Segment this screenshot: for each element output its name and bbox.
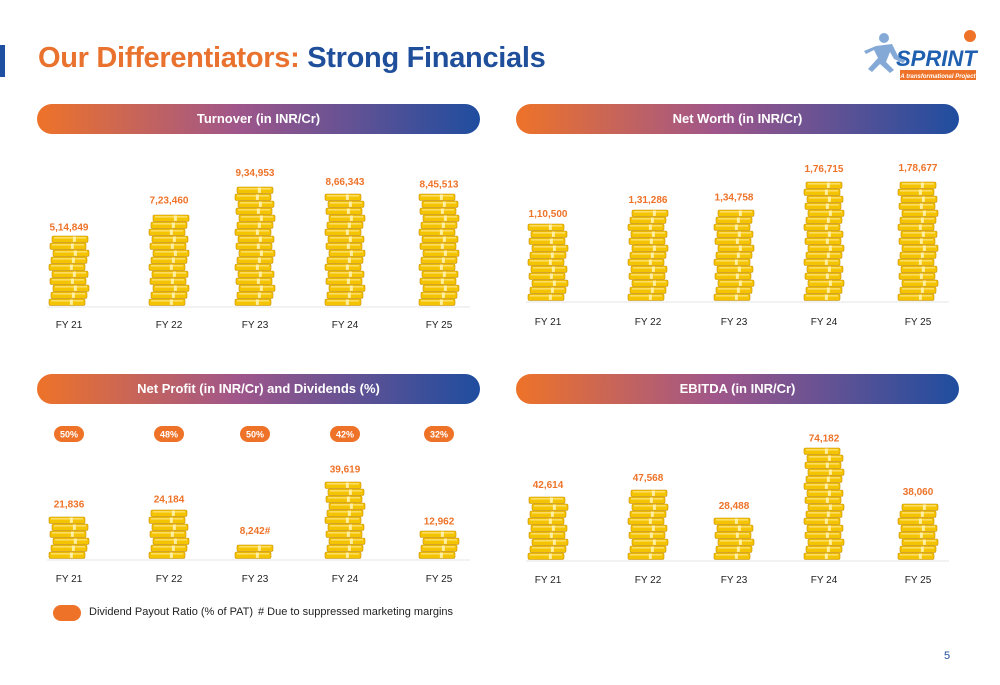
data-label: 1,31,286 [629, 195, 668, 206]
dividend-payout-badge: 50% [240, 426, 270, 442]
tick-label: FY 21 [56, 320, 83, 331]
bar-fy24 [803, 181, 845, 301]
page-title: Our Differentiators: Strong Financials [38, 42, 546, 75]
tick-label: FY 22 [156, 574, 183, 585]
dividend-payout-label: 50% [60, 430, 78, 440]
bar-fy23 [234, 186, 276, 306]
data-label: 38,060 [903, 487, 934, 498]
bar-fy24 [324, 481, 366, 559]
bar-fy21 [527, 496, 569, 560]
tick-label: FY 25 [426, 320, 453, 331]
panel-header-ebitda: EBITDA (in INR/Cr) [516, 374, 959, 404]
bar-fy21 [527, 223, 569, 301]
bar-fy22 [148, 509, 190, 559]
page-title-part1: Our Differentiators: [38, 42, 300, 74]
tick-label: FY 22 [635, 317, 662, 328]
tick-label: FY 23 [721, 317, 748, 328]
bar-fy21 [48, 235, 90, 306]
bar-fy25 [418, 193, 460, 306]
tick-label: FY 22 [635, 575, 662, 586]
chart-net-worth: 1,10,500 FY 21 1,31,286 FY 22 1,34,758 FY 23 1… [526, 163, 949, 328]
dividend-payout-label: 32% [430, 430, 448, 440]
dividend-payout-legend-swatch [53, 605, 81, 621]
data-label: 24,184 [154, 495, 185, 506]
tick-label: FY 25 [905, 575, 932, 586]
tick-label: FY 25 [426, 574, 453, 585]
tick-label: FY 23 [242, 320, 269, 331]
logo-brand: SPRINT [896, 46, 978, 71]
chart-ebitda: 42,614 FY 21 47,568 FY 22 28,488 FY 23 74,182 F… [526, 434, 949, 586]
dividend-payout-label: 50% [246, 430, 264, 440]
tick-label: FY 24 [811, 575, 838, 586]
bar-fy22 [627, 489, 669, 560]
bar-fy24 [803, 447, 845, 560]
dividend-payout-badge: 42% [330, 426, 360, 442]
data-label: 28,488 [719, 501, 750, 512]
bar-fy25 [897, 181, 939, 301]
indianoil-emblem-icon [964, 30, 976, 42]
data-label: 8,242# [240, 526, 271, 537]
panel-ebitda: EBITDA (in INR/Cr) 42,614 FY 21 47,568 FY 2… [516, 374, 959, 594]
bar-fy25 [418, 530, 460, 559]
data-label: 47,568 [633, 473, 664, 484]
tick-label: FY 25 [905, 317, 932, 328]
panel-header-net-worth: Net Worth (in INR/Cr) [516, 104, 959, 134]
data-label: 21,836 [54, 499, 85, 510]
data-label: 1,76,715 [805, 164, 844, 175]
bar-fy25 [897, 503, 939, 560]
data-label: 7,23,460 [150, 195, 189, 206]
page-title-part2: Strong Financials [307, 42, 546, 74]
tick-label: FY 24 [332, 320, 359, 331]
tick-label: FY 21 [535, 317, 562, 328]
tick-label: FY 24 [332, 574, 359, 585]
chart-turnover: 5,14,849 FY 21 7,23,460 FY 22 9,34,953 FY 23 8… [47, 168, 470, 331]
logo-tagline: A transformational Project [899, 74, 976, 80]
bar-fy22 [148, 214, 190, 306]
bar-fy23 [234, 544, 274, 559]
title-accent-bar [0, 45, 5, 77]
data-label: 74,182 [809, 434, 840, 445]
footnote: # Due to suppressed marketing margins [258, 606, 454, 618]
data-label: 42,614 [533, 480, 564, 491]
dividend-payout-badge: 48% [154, 426, 184, 442]
data-label: 1,10,500 [529, 209, 568, 220]
sprint-logo: SPRINT A transformational Project [864, 30, 978, 80]
tick-label: FY 21 [56, 574, 83, 585]
dividend-payout-badge: 50% [54, 426, 84, 442]
dividend-payout-label: 48% [160, 430, 178, 440]
tick-label: FY 21 [535, 575, 562, 586]
panel-turnover: Turnover (in INR/Cr) 5,14,849 FY 21 7,23,4… [37, 104, 480, 331]
data-label: 1,78,677 [899, 163, 938, 174]
tick-label: FY 24 [811, 317, 838, 328]
chart-net-profit: 21,836 FY 21 50% 24,184 FY 22 48% 8,242# FY 23 5… [47, 426, 470, 585]
data-label: 8,66,343 [326, 177, 365, 188]
panel-net-profit: Net Profit (in INR/Cr) and Dividends (%)… [37, 374, 480, 594]
tick-label: FY 23 [721, 575, 748, 586]
panel-header-net-profit: Net Profit (in INR/Cr) and Dividends (%) [37, 374, 480, 404]
bar-fy23 [713, 517, 755, 560]
data-label: 12,962 [424, 517, 455, 528]
dividend-payout-badge: 32% [424, 426, 454, 442]
tick-label: FY 22 [156, 320, 183, 331]
data-label: 1,34,758 [715, 193, 754, 204]
data-label: 39,619 [330, 464, 361, 475]
bar-fy21 [48, 516, 90, 559]
panel-header-turnover: Turnover (in INR/Cr) [37, 104, 480, 134]
tick-label: FY 23 [242, 574, 269, 585]
data-label: 5,14,849 [50, 222, 89, 233]
bar-fy23 [713, 209, 755, 301]
bar-fy24 [324, 193, 366, 306]
dividend-payout-legend-label: Dividend Payout Ratio (% of PAT) [89, 606, 254, 618]
dividend-payout-label: 42% [336, 430, 354, 440]
data-label: 8,45,513 [420, 180, 459, 191]
data-label: 9,34,953 [236, 168, 275, 179]
page-number: 5 [944, 650, 951, 662]
bar-fy22 [627, 209, 669, 301]
panel-net-worth: Net Worth (in INR/Cr) 1,10,500 FY 21 1,31,… [516, 104, 959, 328]
